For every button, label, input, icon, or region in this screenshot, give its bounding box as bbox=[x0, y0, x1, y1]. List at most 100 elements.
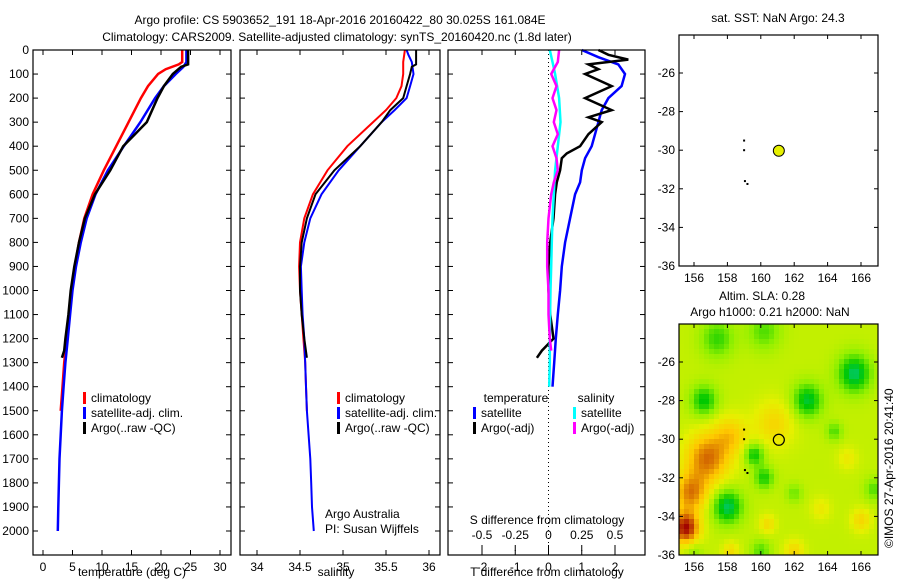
heatmap-cell bbox=[834, 434, 839, 439]
heatmap-cell bbox=[739, 519, 744, 524]
heatmap-cell bbox=[819, 439, 824, 444]
heatmap-cell bbox=[719, 389, 724, 394]
heatmap-cell bbox=[839, 534, 844, 539]
heatmap-cell bbox=[744, 509, 749, 514]
heatmap-cell bbox=[849, 514, 854, 519]
xtick-label: 35.5 bbox=[374, 560, 398, 574]
heatmap-cell bbox=[819, 524, 824, 529]
heatmap-cell bbox=[834, 414, 839, 419]
sst-map-panel: 156 158 160 162 164 166-26-28-30-32-34-36 bbox=[658, 34, 879, 285]
heatmap-cell bbox=[809, 479, 814, 484]
heatmap-cell bbox=[749, 329, 754, 334]
heatmap-cell bbox=[729, 509, 734, 514]
heatmap-cell bbox=[689, 384, 694, 389]
heatmap-cell bbox=[754, 434, 759, 439]
heatmap-cell bbox=[834, 429, 839, 434]
heatmap-cell bbox=[719, 344, 724, 349]
heatmap-cell bbox=[774, 524, 779, 529]
heatmap-cell bbox=[819, 329, 824, 334]
heatmap-cell bbox=[794, 349, 799, 354]
heatmap-cell bbox=[684, 389, 689, 394]
heatmap-cell bbox=[844, 454, 849, 459]
heatmap-cell bbox=[699, 459, 704, 464]
ytick-label: 2000 bbox=[2, 524, 29, 538]
heatmap-cell bbox=[844, 494, 849, 499]
heatmap-cell bbox=[754, 354, 759, 359]
heatmap-cell bbox=[814, 409, 819, 414]
heatmap-cell bbox=[839, 464, 844, 469]
heatmap-cell bbox=[799, 349, 804, 354]
heatmap-cell bbox=[724, 439, 729, 444]
heatmap-cell bbox=[809, 484, 814, 489]
heatmap-cell bbox=[874, 354, 878, 359]
heatmap-cell bbox=[844, 524, 849, 529]
ytick-label: -26 bbox=[658, 355, 676, 369]
heatmap-cell bbox=[754, 474, 759, 479]
heatmap-cell bbox=[844, 444, 849, 449]
heatmap-cell bbox=[829, 479, 834, 484]
heatmap-cell bbox=[804, 429, 809, 434]
heatmap-cell bbox=[839, 359, 844, 364]
heatmap-cell bbox=[859, 334, 864, 339]
heatmap-cell bbox=[684, 514, 689, 519]
heatmap-cell bbox=[714, 534, 719, 539]
heatmap-cell bbox=[744, 329, 749, 334]
heatmap-cell bbox=[819, 384, 824, 389]
heatmap-cell bbox=[684, 334, 689, 339]
heatmap-cell bbox=[734, 434, 739, 439]
heatmap-cell bbox=[819, 359, 824, 364]
heatmap-cell bbox=[809, 389, 814, 394]
heatmap-cell bbox=[744, 474, 749, 479]
coast-point bbox=[743, 139, 746, 142]
heatmap-cell bbox=[789, 414, 794, 419]
heatmap-cell bbox=[769, 389, 774, 394]
heatmap-cell bbox=[789, 524, 794, 529]
heatmap-cell bbox=[849, 369, 854, 374]
heatmap-cell bbox=[764, 349, 769, 354]
heatmap-cell bbox=[869, 494, 874, 499]
heatmap-cell bbox=[849, 414, 854, 419]
heatmap-cell bbox=[874, 464, 878, 469]
heatmap-cell bbox=[839, 489, 844, 494]
ytick-label: 1300 bbox=[2, 356, 29, 370]
heatmap-cell bbox=[834, 489, 839, 494]
heatmap-cell bbox=[809, 359, 814, 364]
heatmap-cell bbox=[709, 444, 714, 449]
heatmap-cell bbox=[734, 409, 739, 414]
heatmap-cell bbox=[749, 419, 754, 424]
heatmap-cell bbox=[744, 459, 749, 464]
heatmap-cell bbox=[744, 404, 749, 409]
heatmap-cell bbox=[759, 439, 764, 444]
heatmap-cell bbox=[794, 459, 799, 464]
heatmap-cell bbox=[684, 444, 689, 449]
heatmap-cell bbox=[799, 404, 804, 409]
heatmap-cell bbox=[819, 324, 824, 329]
heatmap-cell bbox=[859, 524, 864, 529]
heatmap-cell bbox=[729, 469, 734, 474]
heatmap-cell bbox=[864, 449, 869, 454]
heatmap-cell bbox=[739, 334, 744, 339]
heatmap-cell bbox=[784, 414, 789, 419]
heatmap-cell bbox=[779, 424, 784, 429]
heatmap-cell bbox=[789, 539, 794, 544]
heatmap-cell bbox=[789, 349, 794, 354]
heatmap-cell bbox=[684, 384, 689, 389]
heatmap-cell bbox=[779, 544, 784, 549]
heatmap-cell bbox=[874, 489, 878, 494]
heatmap-cell bbox=[799, 534, 804, 539]
legend-header-temperature: temperature bbox=[484, 391, 549, 405]
heatmap-cell bbox=[839, 369, 844, 374]
heatmap-cell bbox=[849, 419, 854, 424]
heatmap-cell bbox=[744, 384, 749, 389]
heatmap-cell bbox=[804, 409, 809, 414]
legend-label: satellite bbox=[581, 406, 622, 420]
heatmap-cell bbox=[734, 394, 739, 399]
heatmap-cell bbox=[819, 409, 824, 414]
heatmap-cell bbox=[809, 414, 814, 419]
heatmap-cell bbox=[684, 329, 689, 334]
ytick-label: -32 bbox=[658, 182, 676, 196]
heatmap-cell bbox=[689, 339, 694, 344]
heatmap-cell bbox=[864, 514, 869, 519]
heatmap-cell bbox=[699, 484, 704, 489]
heatmap-cell bbox=[704, 369, 709, 374]
